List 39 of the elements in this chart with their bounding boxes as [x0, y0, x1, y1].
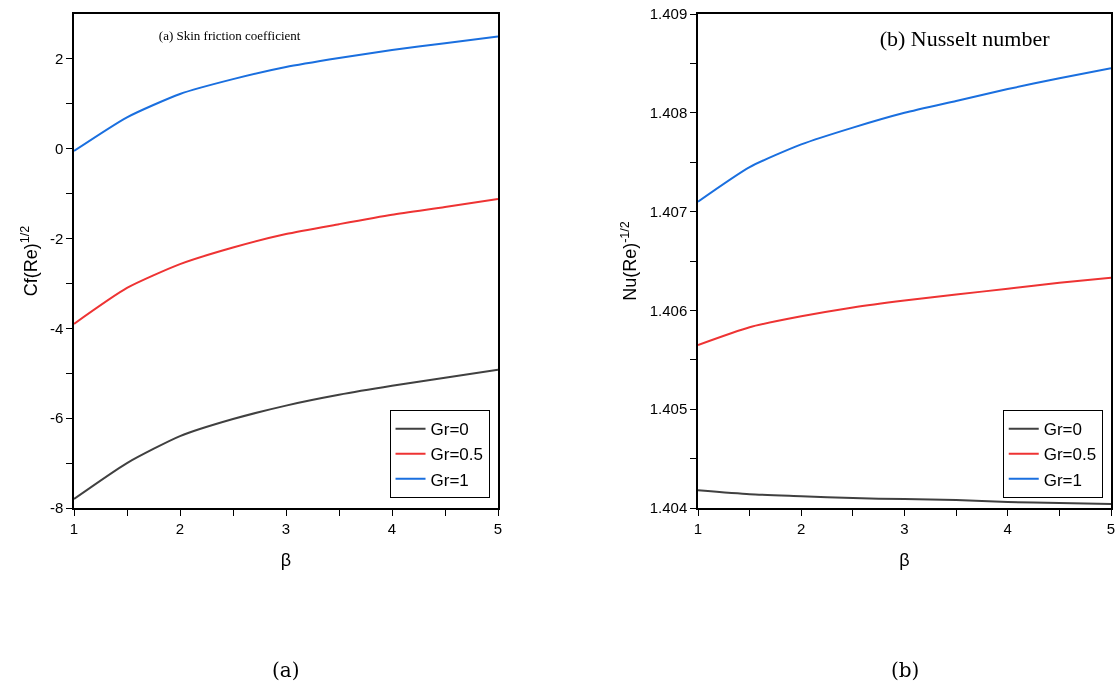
- y-tick-label: -4: [49, 319, 64, 337]
- x-tick-label: 1: [693, 519, 703, 537]
- x-tick-label: 4: [1003, 519, 1012, 537]
- line-series: [74, 368, 498, 501]
- x-tick-label: 4: [387, 519, 397, 537]
- x-axis-title: β: [899, 550, 910, 571]
- x-tick-label: 3: [281, 519, 291, 537]
- legend-label: Gr=0.5: [1043, 445, 1097, 465]
- y-tick-label: 0: [54, 139, 64, 157]
- x-tick-label: 1: [69, 519, 79, 537]
- line-series: [698, 489, 1111, 506]
- y-tick-label: 1.407: [649, 202, 688, 220]
- y-tick-label: 1.405: [649, 400, 688, 418]
- legend-label: Gr=1: [1043, 470, 1083, 490]
- x-tick-label: 2: [175, 519, 185, 537]
- y-tick-label: 1.404: [649, 499, 688, 517]
- text: (a) Skin friction coefficient: [158, 28, 301, 44]
- legend-label: Gr=0: [430, 420, 469, 440]
- y-tick-label: -8: [49, 499, 64, 517]
- x-tick-label: 3: [900, 519, 909, 537]
- line-series: [698, 67, 1111, 203]
- x-tick-label: 2: [797, 519, 806, 537]
- x-axis-title: β: [280, 550, 292, 571]
- legend-label: Gr=0: [1043, 420, 1083, 440]
- y-tick-label: 1.406: [649, 301, 688, 319]
- text: (a): [272, 658, 300, 682]
- text: (b) Nusselt number: [879, 26, 1051, 52]
- y-tick-label: -2: [49, 229, 64, 247]
- x-tick-label: 5: [1106, 519, 1116, 537]
- text: (b): [891, 658, 920, 682]
- y-tick-label: 2: [54, 50, 64, 68]
- x-tick-label: 5: [493, 519, 503, 537]
- legend-label: Gr=0.5: [430, 445, 483, 465]
- line-series: [74, 198, 498, 325]
- y-tick-label: 1.408: [649, 104, 688, 122]
- y-tick-label: -6: [49, 409, 64, 427]
- legend-label: Gr=1: [430, 470, 469, 490]
- y-tick-label: 1.409: [649, 5, 688, 23]
- line-series: [698, 276, 1111, 346]
